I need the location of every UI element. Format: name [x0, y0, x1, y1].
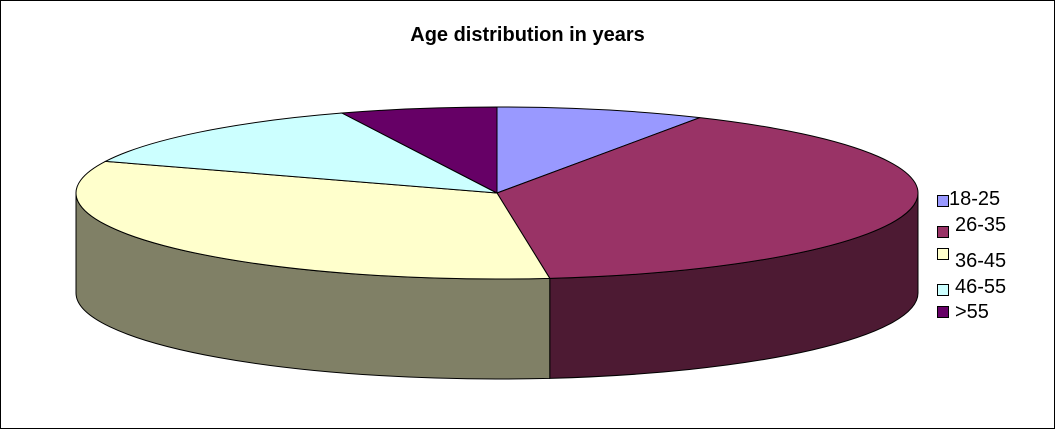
legend-label: 36-45 — [955, 250, 1007, 272]
legend-label: 46-55 — [955, 276, 1007, 298]
pie-slice-36-45 — [75, 160, 551, 280]
legend-swatch-46-55 — [937, 284, 949, 296]
legend-label: >55 — [955, 301, 989, 323]
pie-slice-55 — [340, 106, 498, 194]
legend-swatch-18-25 — [937, 195, 949, 207]
pie-slice-46-55 — [103, 112, 498, 194]
legend-label: 26-35 — [955, 214, 1007, 236]
chart-title: Age distribution in years — [410, 24, 645, 46]
pie-slice-26-35 — [496, 117, 919, 279]
legend-swatch-36-45 — [937, 248, 949, 260]
legend-swatch-gt55 — [937, 306, 949, 318]
pie-slices — [75, 106, 919, 280]
pie-slice-18-25 — [496, 106, 700, 194]
legend-label: 18-25 — [949, 188, 1001, 210]
legend-swatch-26-35 — [937, 226, 949, 238]
